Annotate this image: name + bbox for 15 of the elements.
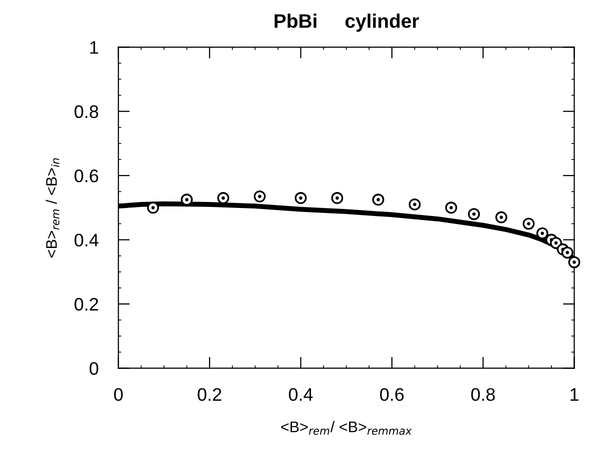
y-tick-label: 0.2 <box>74 298 98 311</box>
x-tick-label: 0.4 <box>288 388 313 401</box>
y-tick-label: 1 <box>90 41 98 54</box>
y-tick-label: 0.8 <box>74 105 98 118</box>
y-tick-label: 0 <box>90 362 98 375</box>
x-tick-label: 0.2 <box>198 388 222 401</box>
y-axis-title: <B>$_{rem}$ / <B>$_{in}$ <box>46 158 60 258</box>
x-tick-label: 0 <box>114 388 123 401</box>
x-tick-label: 0.8 <box>471 388 495 401</box>
x-tick-label: 0.6 <box>380 388 404 401</box>
x-axis-title: <B>$_{rem}$/ <B>$_{remmax}$ <box>281 421 412 435</box>
x-tick-label: 1 <box>570 388 578 401</box>
chart-title: PbBi cylinder <box>274 14 419 32</box>
y-tick-label: 0.4 <box>74 234 98 246</box>
y-tick-label: 0.6 <box>74 169 98 182</box>
